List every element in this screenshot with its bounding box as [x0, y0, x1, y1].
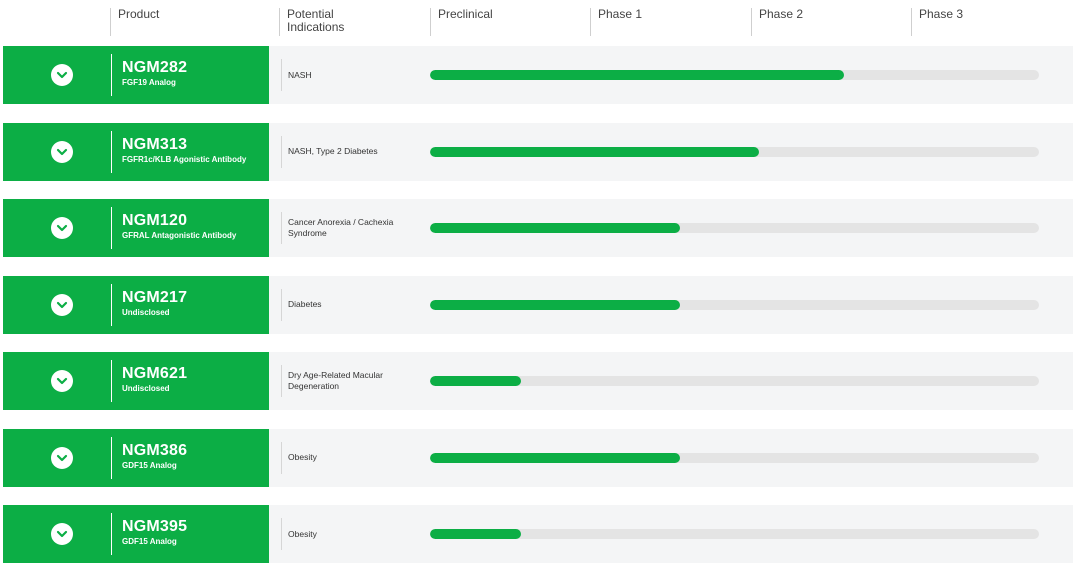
- progress-fill: [430, 376, 522, 386]
- chevron-down-icon[interactable]: [51, 446, 73, 469]
- pipeline-row-ngm386[interactable]: NGM386 GDF15 Analog Obesity: [0, 428, 1080, 487]
- chevron-down-icon-glyph: [56, 224, 68, 232]
- product-info: NGM386 GDF15 Analog: [111, 436, 188, 479]
- progress-fill: [430, 529, 522, 539]
- product-name: NGM386: [122, 441, 188, 459]
- chevron-down-icon-glyph: [56, 148, 68, 155]
- pipeline-row-ngm282[interactable]: NGM282 FGF19 Analog NASH: [0, 46, 1080, 104]
- product-info: NGM282 FGF19 Analog: [111, 54, 187, 96]
- product-info: NGM395 GDF15 Analog: [111, 513, 187, 555]
- product-subtitle: GDF15 Analog: [122, 537, 177, 546]
- progress-track: [430, 70, 1039, 80]
- pipeline-row-ngm313[interactable]: NGM313 FGFR1c/KLB Agonistic Antibody NAS…: [0, 122, 1080, 181]
- product-name: NGM120: [122, 212, 188, 229]
- progress-fill: [430, 299, 680, 310]
- indication-text: Diabetes: [281, 288, 411, 321]
- progress-fill: [430, 70, 845, 80]
- progress-track: [430, 529, 1039, 539]
- product-subtitle: FGF19 Analog: [122, 78, 176, 87]
- chevron-down-icon-glyph: [56, 530, 68, 538]
- product-name: NGM282: [122, 59, 188, 76]
- product-subtitle: GDF15 Analog: [122, 460, 177, 470]
- product-name: NGM313: [122, 135, 188, 153]
- product-subtitle: Undisclosed: [122, 307, 170, 317]
- product-cell[interactable]: NGM395 GDF15 Analog: [3, 505, 269, 563]
- product-info: NGM120 GFRAL Antagonistic Antibody: [111, 207, 236, 249]
- chevron-down-icon-glyph: [56, 71, 68, 79]
- product-subtitle: Undisclosed: [122, 384, 170, 393]
- indication-text: Dry Age-Related Macular Degeneration: [281, 365, 411, 397]
- header-phase-2: Phase 2: [751, 8, 803, 36]
- chevron-down-icon-glyph: [56, 377, 68, 385]
- header-preclinical: Preclinical: [430, 8, 493, 36]
- progress-track: [430, 452, 1039, 463]
- product-info: NGM217 Undisclosed: [111, 283, 188, 326]
- chevron-down-icon[interactable]: [51, 370, 73, 392]
- product-subtitle: FGFR1c/KLB Agonistic Antibody: [122, 154, 247, 164]
- header-product: Product: [110, 8, 159, 36]
- progress-track: [430, 376, 1039, 386]
- indication-text: Obesity: [281, 441, 411, 474]
- product-cell[interactable]: NGM217 Undisclosed: [3, 275, 269, 334]
- product-info: NGM621 Undisclosed: [111, 360, 187, 402]
- pipeline-row-ngm120[interactable]: NGM120 GFRAL Antagonistic Antibody Cance…: [0, 199, 1080, 257]
- progress-track: [430, 146, 1039, 157]
- progress-fill: [430, 452, 680, 463]
- product-cell[interactable]: NGM313 FGFR1c/KLB Agonistic Antibody: [3, 122, 269, 181]
- pipeline-row-ngm621[interactable]: NGM621 Undisclosed Dry Age-Related Macul…: [0, 352, 1080, 410]
- chevron-down-icon-glyph: [56, 454, 68, 461]
- header-indications: Potential Indications: [279, 8, 344, 36]
- pipeline-list: NGM282 FGF19 Analog NASH NGM313 FGFR1c/K…: [0, 46, 1080, 568]
- product-cell[interactable]: NGM120 GFRAL Antagonistic Antibody: [3, 199, 269, 257]
- progress-fill: [430, 146, 759, 157]
- product-cell[interactable]: NGM386 GDF15 Analog: [3, 428, 269, 487]
- chevron-down-icon[interactable]: [51, 140, 73, 163]
- indication-text: NASH: [281, 59, 411, 91]
- product-name: NGM395: [122, 518, 188, 535]
- pipeline-row-ngm217[interactable]: NGM217 Undisclosed Diabetes: [0, 275, 1080, 334]
- pipeline-row-ngm395[interactable]: NGM395 GDF15 Analog Obesity: [0, 505, 1080, 563]
- chevron-down-icon-glyph: [56, 301, 68, 308]
- indication-text: Cancer Anorexia / Cachexia Syndrome: [281, 212, 411, 244]
- product-cell[interactable]: NGM282 FGF19 Analog: [3, 46, 269, 104]
- progress-fill: [430, 223, 680, 233]
- header-phase-1: Phase 1: [590, 8, 642, 36]
- chevron-down-icon[interactable]: [51, 523, 73, 545]
- product-name: NGM621: [122, 365, 188, 382]
- product-subtitle: GFRAL Antagonistic Antibody: [122, 231, 237, 240]
- pipeline-header: Product Potential Indications Preclinica…: [0, 0, 1080, 40]
- product-info: NGM313 FGFR1c/KLB Agonistic Antibody: [111, 130, 247, 173]
- indication-text: Obesity: [281, 518, 411, 550]
- chevron-down-icon[interactable]: [51, 217, 73, 239]
- chevron-down-icon[interactable]: [51, 64, 73, 86]
- header-phase-3: Phase 3: [911, 8, 963, 36]
- indication-text: NASH, Type 2 Diabetes: [281, 135, 411, 168]
- chevron-down-icon[interactable]: [51, 293, 73, 316]
- progress-track: [430, 223, 1039, 233]
- product-cell[interactable]: NGM621 Undisclosed: [3, 352, 269, 410]
- product-name: NGM217: [122, 288, 188, 306]
- progress-track: [430, 299, 1039, 310]
